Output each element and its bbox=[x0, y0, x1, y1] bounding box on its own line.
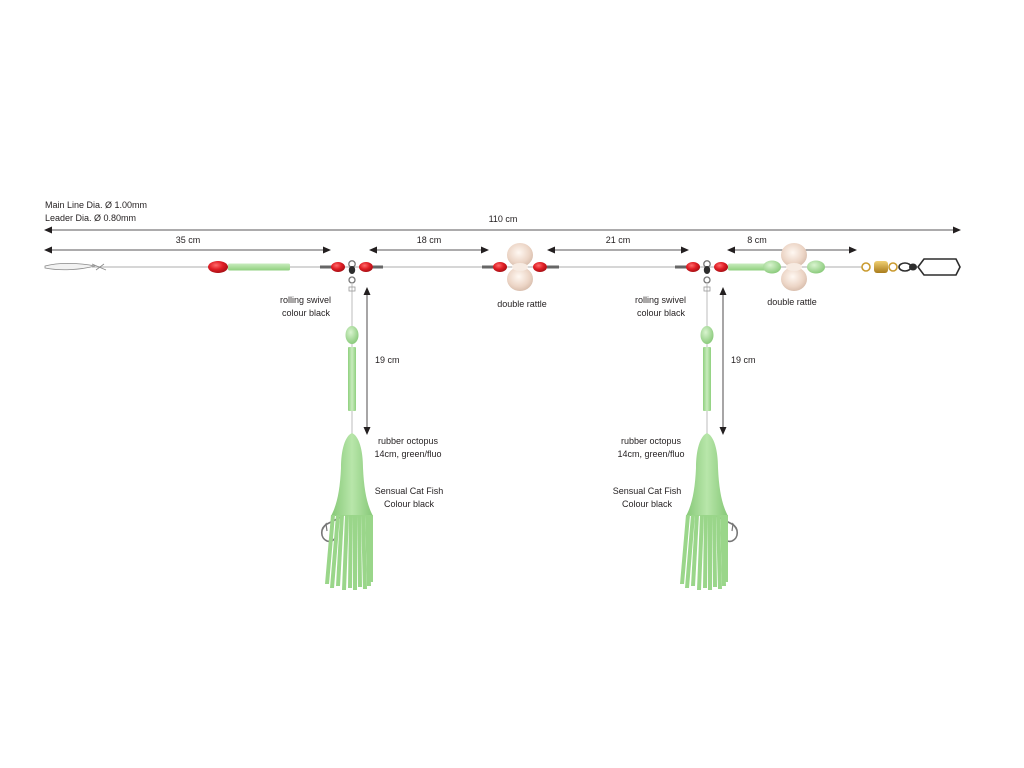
rolling-swivel bbox=[703, 260, 711, 284]
left-octopus-label-line2: 14cm, green/fluo bbox=[374, 449, 441, 459]
red-bead bbox=[359, 262, 373, 272]
right-green-tube bbox=[703, 347, 711, 411]
right-swivel-group bbox=[675, 260, 781, 284]
left-swivel-label-line1: rolling swivel bbox=[280, 295, 331, 305]
right-green-bead bbox=[700, 326, 714, 344]
green-tube bbox=[728, 263, 766, 271]
dim-seg-a-label: 35 cm bbox=[176, 235, 201, 245]
left-octopus-lure bbox=[320, 433, 373, 590]
crimp-sleeve bbox=[320, 265, 332, 269]
center-rattle-label: double rattle bbox=[497, 299, 547, 309]
red-bead bbox=[714, 262, 728, 272]
dim-seg-d-label: 8 cm bbox=[747, 235, 767, 245]
right-swivel-label-line2: colour black bbox=[637, 308, 686, 318]
leader-spec: Leader Dia. Ø 0.80mm bbox=[45, 213, 136, 223]
brass-barrel-swivel bbox=[874, 261, 888, 273]
red-bead bbox=[208, 261, 228, 273]
dim-drop-left-label: 19 cm bbox=[375, 355, 400, 365]
left-green-tube bbox=[348, 347, 356, 411]
left-crimp-knot bbox=[348, 286, 356, 292]
right-hook-label-line1: Sensual Cat Fish bbox=[613, 486, 682, 496]
crimp-sleeve bbox=[373, 265, 383, 269]
dim-drop-right-label: 19 cm bbox=[731, 355, 756, 365]
left-octopus-head bbox=[331, 433, 373, 516]
center-double-rattle bbox=[482, 243, 559, 291]
right-octopus-tentacles bbox=[680, 515, 728, 590]
left-swivel-group bbox=[320, 260, 383, 284]
snap-clip bbox=[917, 258, 961, 276]
leader-loop bbox=[44, 262, 107, 271]
right-octopus-head bbox=[686, 433, 728, 516]
left-octopus-tentacles bbox=[325, 515, 373, 590]
dim-seg-b-label: 18 cm bbox=[417, 235, 442, 245]
terminal-swivel-snap bbox=[861, 258, 961, 276]
green-bead bbox=[763, 260, 781, 274]
right-swivel-label-line1: rolling swivel bbox=[635, 295, 686, 305]
right-octopus-label-line2: 14cm, green/fluo bbox=[617, 449, 684, 459]
right-octopus-label-line1: rubber octopus bbox=[621, 436, 682, 446]
red-bead bbox=[493, 262, 507, 272]
dimension-lines bbox=[44, 226, 961, 435]
red-bead bbox=[686, 262, 700, 272]
right-double-rattle bbox=[781, 243, 825, 291]
right-rattle-label: double rattle bbox=[767, 297, 817, 307]
rolling-swivel bbox=[348, 260, 356, 284]
dim-seg-c-label: 21 cm bbox=[606, 235, 631, 245]
dim-total-label: 110 cm bbox=[489, 214, 518, 224]
crimp-sleeve bbox=[675, 265, 687, 269]
right-crimp-knot bbox=[703, 286, 711, 292]
left-green-bead bbox=[345, 326, 359, 344]
red-bead bbox=[331, 262, 345, 272]
green-bead bbox=[807, 260, 825, 274]
crimp-sleeve bbox=[547, 265, 559, 269]
right-hook-label-line2: Colour black bbox=[622, 499, 673, 509]
right-octopus-lure bbox=[680, 433, 739, 590]
red-bead bbox=[533, 262, 547, 272]
green-tube bbox=[228, 263, 290, 271]
left-hook-label-line2: Colour black bbox=[384, 499, 435, 509]
left-octopus-label-line1: rubber octopus bbox=[378, 436, 439, 446]
left-hook-label-line1: Sensual Cat Fish bbox=[375, 486, 444, 496]
crimp-sleeve bbox=[482, 265, 494, 269]
main-line-spec: Main Line Dia. Ø 1.00mm bbox=[45, 200, 147, 210]
left-swivel-label-line2: colour black bbox=[282, 308, 331, 318]
